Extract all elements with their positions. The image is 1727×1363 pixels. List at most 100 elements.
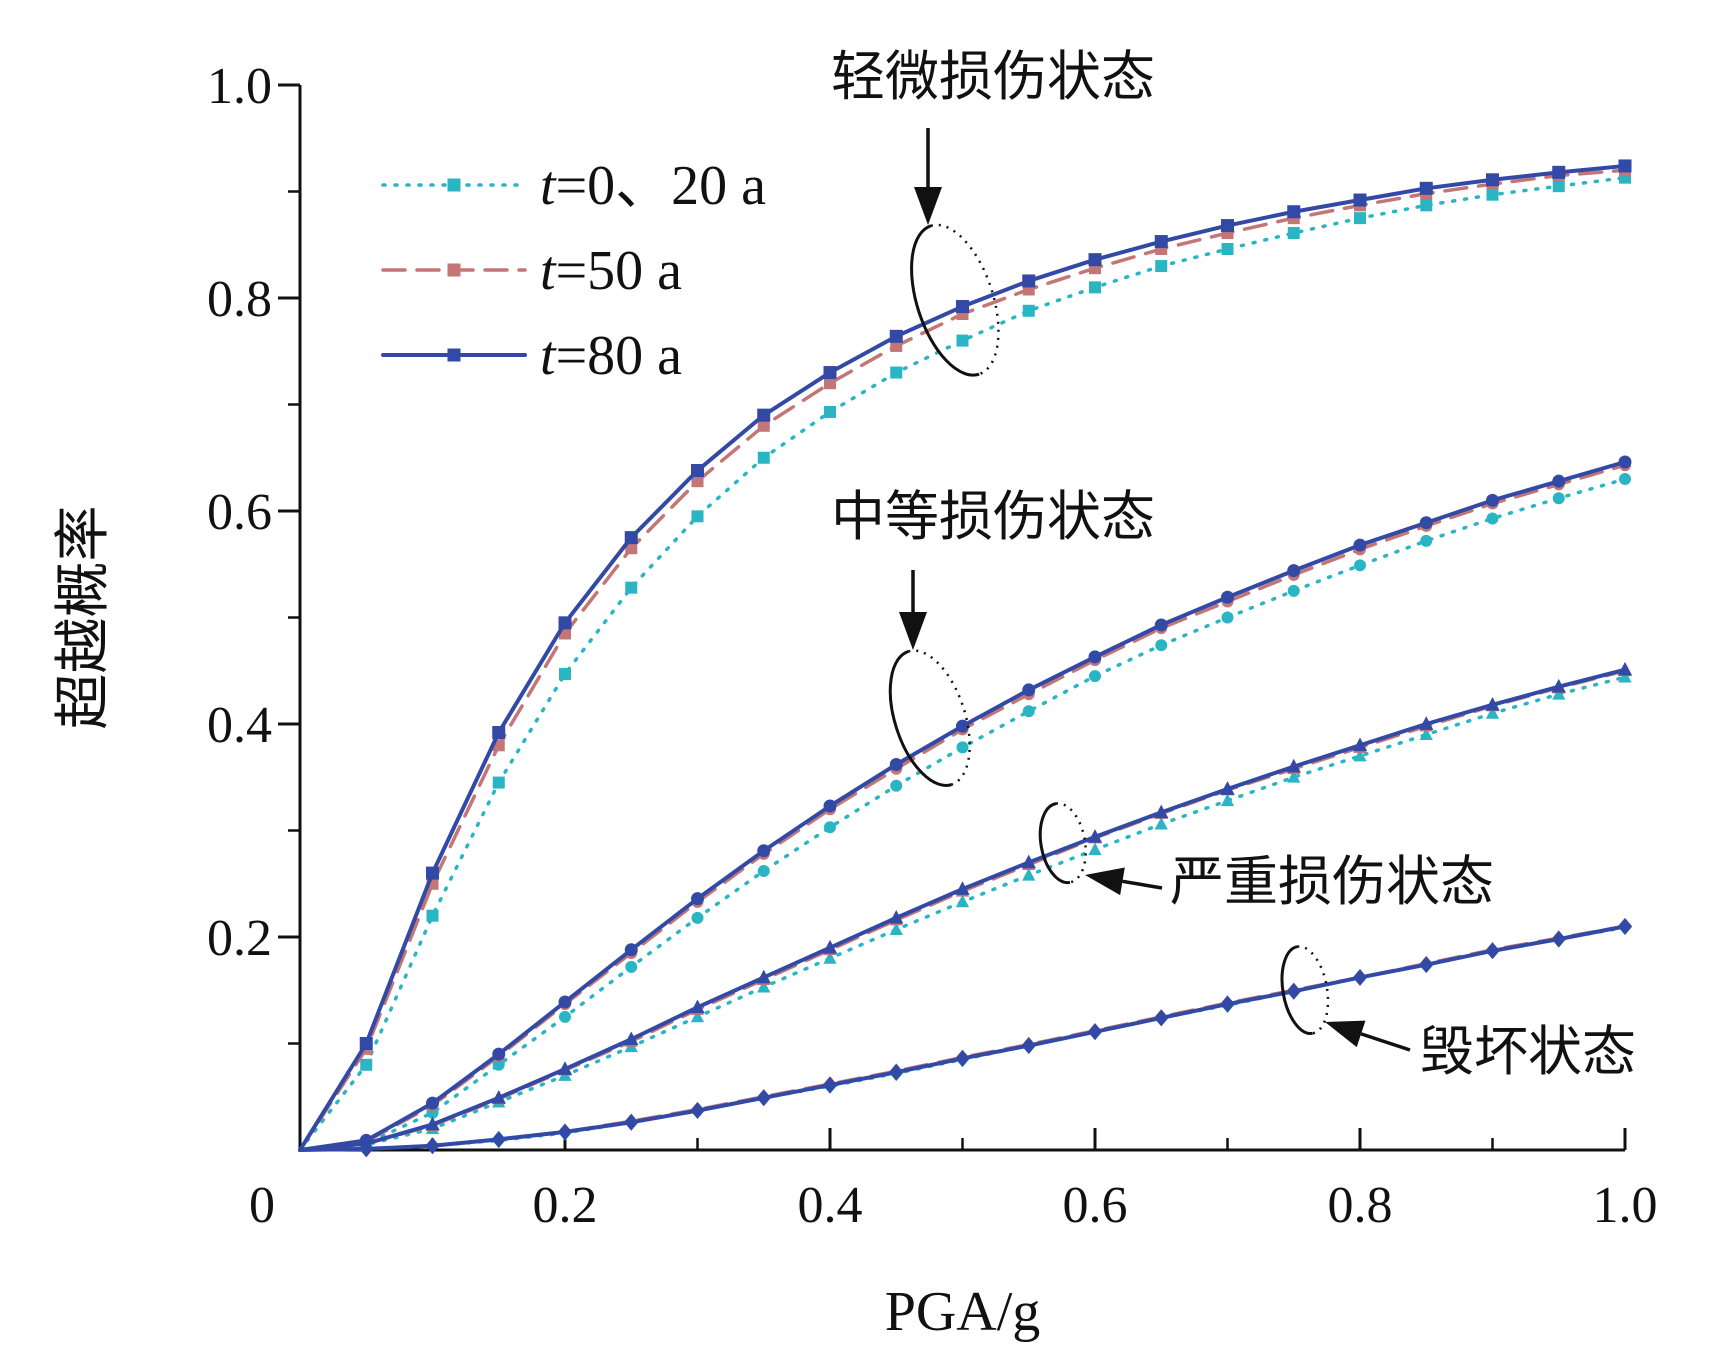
data-point-t80: [822, 939, 838, 954]
data-point-t0: [1486, 512, 1499, 525]
data-point-t0: [757, 979, 771, 993]
legend-label-italic: t: [540, 325, 557, 387]
legend-marker: [447, 348, 461, 362]
data-point-t80: [1551, 678, 1566, 693]
data-point-t0: [1154, 816, 1168, 830]
data-point-t80: [557, 1123, 573, 1141]
annotation-arrow-shaft: [1360, 1032, 1411, 1052]
data-point-t80: [757, 408, 771, 422]
data-point-t80: [1552, 165, 1566, 179]
data-point-t0: [1221, 611, 1234, 624]
data-point-t80: [1154, 235, 1168, 249]
data-point-t80: [1419, 716, 1434, 730]
data-point-t80: [1486, 493, 1499, 507]
data-point-t0: [1485, 706, 1500, 719]
data-point-t80: [1353, 193, 1367, 207]
data-point-t0: [1619, 473, 1631, 486]
data-point-t80: [558, 616, 572, 630]
annotation-4: 毁坏状态: [1280, 945, 1636, 1083]
x-tick-label: 1.0: [1593, 1177, 1658, 1234]
data-point-t0: [1220, 793, 1235, 807]
annotation-arrow-head: [1085, 867, 1125, 896]
annotation-ellipse: [888, 649, 971, 787]
data-point-t80: [1352, 969, 1368, 986]
data-point-t80: [1221, 219, 1234, 233]
data-point-t80: [1618, 455, 1632, 469]
data-point-t80: [624, 943, 638, 957]
legend-label-rest: =0、20 a: [556, 155, 767, 217]
data-point-t0: [691, 911, 704, 924]
data-point-t80: [1021, 1037, 1036, 1055]
data-point-t0: [625, 960, 638, 973]
x-tick-label: 0.8: [1328, 1177, 1393, 1234]
legend-label-italic: t: [540, 155, 557, 217]
legend-label: t=80 a: [540, 325, 682, 387]
annotation-1: 轻微损伤状态: [831, 45, 1155, 377]
legend-marker: [447, 178, 461, 192]
data-point-t0: [1155, 639, 1168, 652]
data-point-t80: [1286, 982, 1301, 1000]
data-point-t80: [1286, 758, 1301, 773]
annotation-label: 轻微损伤状态: [831, 45, 1155, 108]
annotation-arrow-shaft: [1122, 879, 1163, 890]
ellipse-solid-arc: [1038, 802, 1071, 885]
annotation-arrow-head: [914, 187, 942, 225]
data-point-t0: [757, 864, 770, 877]
data-point-t80: [889, 1063, 904, 1081]
data-point-t80: [426, 1096, 439, 1110]
x-tick-label: 0.4: [798, 1177, 863, 1234]
series-layer: [298, 159, 1633, 1158]
annotation-ellipse: [910, 223, 1000, 377]
data-point-t80: [492, 726, 506, 740]
data-point-t0: [824, 405, 836, 418]
data-point-t80: [425, 1137, 440, 1155]
data-point-t80: [491, 1130, 506, 1148]
data-point-t0: [1419, 727, 1433, 741]
data-point-t0: [1486, 188, 1499, 201]
y-tick-label: 0.2: [207, 910, 272, 967]
axes: 0 0.2 0.4 0.6 0.8 1.0 0.2 0.4 0.6 0.8 1.0 PGA/g 超越概率: [53, 58, 1658, 1343]
data-point-t80: [1485, 942, 1500, 960]
data-point-t80: [1154, 804, 1169, 819]
data-point-t80: [756, 1089, 771, 1107]
y-tick-label: 1.0: [207, 58, 272, 115]
damage-group-3: [298, 661, 1633, 1152]
data-point-t80: [426, 866, 439, 880]
data-point-t80: [955, 881, 970, 895]
data-point-t80: [1154, 1009, 1169, 1027]
data-point-t80: [1022, 274, 1036, 288]
legend-item-t80: t=80 a: [381, 325, 682, 387]
data-point-t80: [624, 1031, 639, 1046]
y-tick-label: 0.8: [207, 271, 272, 328]
annotation-ellipse: [1280, 945, 1330, 1035]
data-point-t0: [691, 510, 704, 523]
data-point-t0: [1618, 669, 1632, 683]
damage-group-1: [298, 159, 1632, 1152]
data-point-t80: [1618, 159, 1632, 173]
data-point-t0: [1353, 748, 1367, 762]
data-point-t80: [1617, 661, 1633, 676]
data-point-t0: [492, 776, 505, 789]
data-point-t80: [1552, 474, 1566, 488]
data-point-t0: [890, 779, 903, 792]
data-point-t0: [890, 366, 903, 379]
y-axis-title-group: 超越概率: [53, 506, 115, 730]
legend-label-rest: =50 a: [556, 240, 683, 302]
data-point-t0: [1354, 212, 1366, 225]
data-point-t0: [956, 741, 969, 754]
data-point-t0: [426, 909, 439, 922]
data-point-t0: [956, 334, 969, 347]
data-point-t0: [492, 1058, 505, 1071]
data-point-t0: [1552, 180, 1565, 193]
data-point-t0: [559, 1010, 571, 1023]
data-point-t80: [1088, 253, 1102, 267]
data-point-t0: [625, 581, 638, 594]
data-point-t80: [1485, 697, 1500, 711]
data-point-t0: [1287, 584, 1300, 597]
legend-item-t0: t=0、20 a: [381, 155, 766, 217]
ellipse-solid-arc: [910, 224, 980, 377]
data-point-t80: [1287, 564, 1301, 578]
legend-label: t=0、20 a: [540, 155, 766, 217]
data-point-t80: [691, 464, 704, 478]
